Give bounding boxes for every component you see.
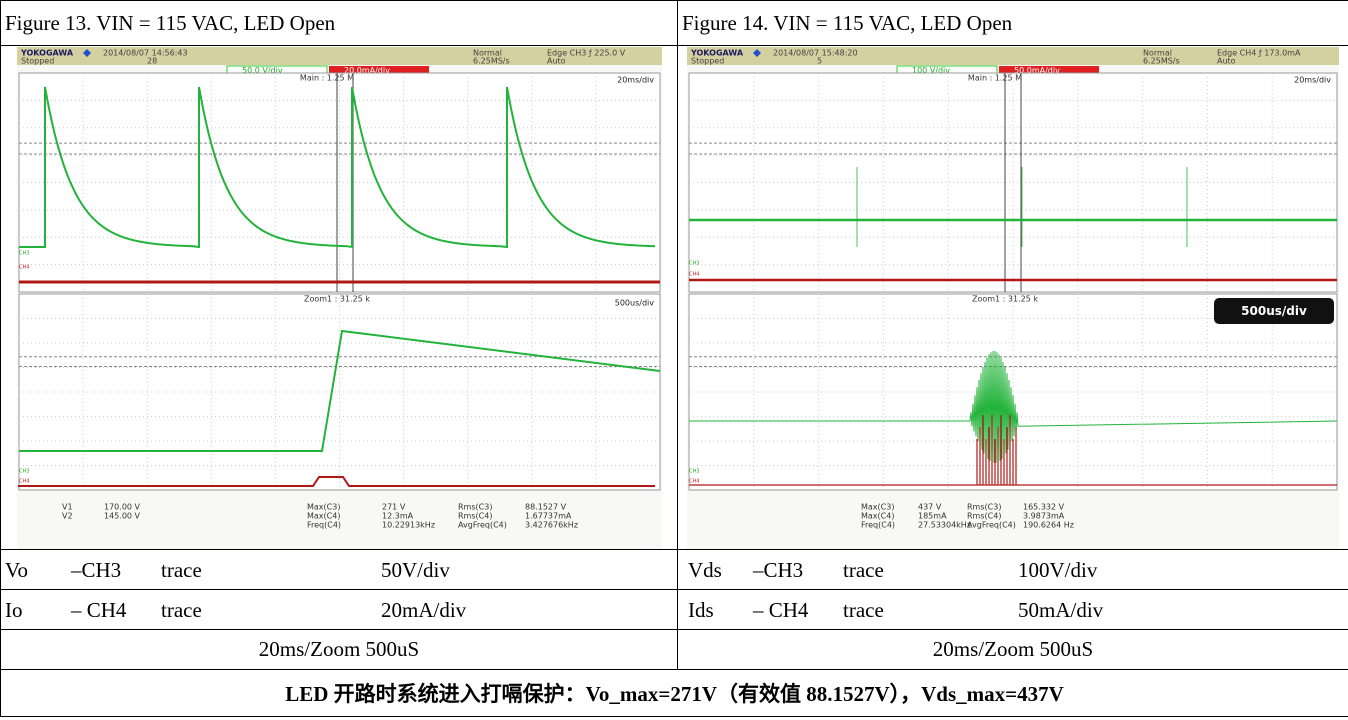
status: Stopped	[691, 56, 724, 65]
measurement: Rms(C4)	[458, 511, 492, 520]
measurement: AvgFreq(C4)	[458, 520, 507, 529]
trigger-mode: Auto	[547, 56, 566, 65]
measurement: 88.1527 V	[525, 502, 567, 511]
main-record: Main : 1.25 M	[968, 73, 1022, 82]
caption: Figure 14. VIN = 115 VAC, LED Open	[678, 1, 1348, 46]
measurement: Rms(C3)	[458, 502, 492, 511]
row-text: 20mA/div	[381, 598, 466, 623]
channel-marker: CH3	[689, 468, 699, 474]
channel-marker: CH4	[689, 478, 699, 484]
row-text: 100V/div	[1018, 558, 1097, 583]
channel-marker: CH4	[19, 264, 29, 270]
timebase-note: 20ms/Zoom 500uS	[678, 630, 1348, 670]
measurement: V1	[62, 502, 73, 511]
measurement: V2	[62, 511, 73, 520]
main-timebase: 20ms/div	[1294, 75, 1331, 84]
row-text: –CH3	[753, 558, 803, 583]
zoom-record: Zoom1 : 31.25 k	[303, 294, 369, 303]
measurement: Max(C4)	[307, 511, 340, 520]
measurement: 145.00 V	[104, 511, 141, 520]
channel-marker: CH3	[19, 468, 29, 474]
measurement: Freq(C4)	[861, 520, 895, 529]
summary: LED 开路时系统进入打嗝保护：Vo_max=271V（有效值 88.1527V…	[1, 670, 1348, 717]
caption: Figure 13. VIN = 115 VAC, LED Open	[1, 1, 678, 46]
row-text: 50V/div	[381, 558, 450, 583]
sample-rate: 6.25MS/s	[1143, 56, 1180, 65]
measurement: 10.22913kHz	[382, 520, 435, 529]
measurement: Rms(C3)	[967, 502, 1001, 511]
timestamp: 2014/08/07 14:56:43	[103, 48, 188, 57]
count: 5	[817, 56, 822, 65]
row-text: trace	[843, 598, 884, 623]
sample-rate: 6.25MS/s	[473, 56, 510, 65]
measurement: Freq(C4)	[307, 520, 341, 529]
measurement: 271 V	[382, 502, 406, 511]
channel-marker: CH4	[689, 271, 699, 277]
measurement: 12.3mA	[382, 511, 414, 520]
measurement: 185mA	[918, 511, 947, 520]
status: Stopped	[21, 56, 54, 65]
zoom-timebase: 500us/div	[1241, 304, 1307, 318]
row-text: trace	[843, 558, 884, 583]
timebase-note: 20ms/Zoom 500uS	[1, 630, 678, 670]
row-text: trace	[161, 598, 202, 623]
figure-table: Figure 13. VIN = 115 VAC, LED Open Figur…	[0, 0, 1348, 717]
measurement: 437 V	[918, 502, 942, 511]
trigger-mode: Auto	[1217, 56, 1236, 65]
timestamp: 2014/08/07 15:48:20	[773, 48, 858, 57]
measurement: Rms(C4)	[967, 511, 1001, 520]
row-text: Ids	[688, 598, 714, 623]
row-text: 50mA/div	[1018, 598, 1103, 623]
channel-marker: CH3	[689, 260, 699, 266]
measurement: 165.332 V	[1023, 502, 1065, 511]
channel-marker: CH3	[19, 250, 29, 256]
row-text: –CH3	[71, 558, 121, 583]
row-text: – CH4	[71, 598, 126, 623]
measurement: 170.00 V	[104, 502, 141, 511]
measurement: AvgFreq(C4)	[967, 520, 1016, 529]
measurement: 27.53304kHz	[918, 520, 971, 529]
zoom-timebase: 500us/div	[614, 298, 654, 307]
measurement: 1.67737mA	[525, 511, 572, 520]
measurement: 3.427676kHz	[525, 520, 578, 529]
zoom-record: Zoom1 : 31.25 k	[972, 294, 1038, 303]
measurement: Max(C3)	[861, 502, 894, 511]
main-timebase: 20ms/div	[617, 75, 654, 84]
measurement: Max(C3)	[307, 502, 340, 511]
main-record: Main : 1.25 M	[299, 73, 353, 82]
channel-marker: CH4	[19, 478, 29, 484]
row-text: Io	[5, 598, 23, 623]
measurement: 190.6264 Hz	[1023, 520, 1074, 529]
measurement: 3.9873mA	[1023, 511, 1065, 520]
row-text: – CH4	[753, 598, 808, 623]
row-text: Vo	[5, 558, 28, 583]
row-text: Vds	[688, 558, 722, 583]
count: 28	[147, 56, 157, 65]
row-text: trace	[161, 558, 202, 583]
measurement: Max(C4)	[861, 511, 894, 520]
